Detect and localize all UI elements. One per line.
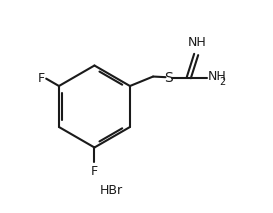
Text: 2: 2 [219,77,225,87]
Text: F: F [91,165,98,178]
Text: F: F [38,72,45,85]
Text: NH: NH [208,71,227,83]
Text: S: S [164,71,173,85]
Text: HBr: HBr [100,184,123,197]
Text: NH: NH [188,36,207,49]
